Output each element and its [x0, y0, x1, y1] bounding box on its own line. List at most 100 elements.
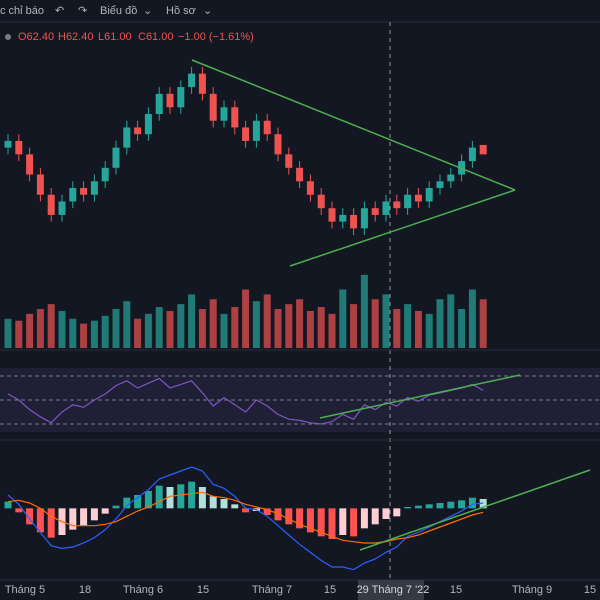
- volume-bar: [360, 274, 368, 348]
- candle-body: [425, 188, 433, 202]
- candle-body: [447, 174, 455, 182]
- x-tick-label: 29 Tháng 7 '22: [357, 584, 430, 596]
- candle-body: [15, 140, 23, 155]
- volume-bar: [285, 304, 293, 348]
- legend-value: O62.40: [18, 31, 54, 43]
- indicators-button[interactable]: c chỉ báo: [0, 5, 44, 17]
- volume-bar: [123, 301, 131, 348]
- status-dot: [5, 34, 11, 40]
- volume-bar: [414, 310, 422, 348]
- candle-body: [198, 73, 206, 94]
- macd-histogram-bar: [198, 487, 206, 509]
- macd-histogram-bar: [177, 484, 185, 509]
- volume-bar: [144, 313, 152, 348]
- macd-histogram-bar: [317, 508, 325, 537]
- volume-bar: [15, 320, 23, 348]
- candle-body: [285, 154, 293, 168]
- macd-histogram-bar: [155, 485, 163, 509]
- candle-body: [220, 107, 228, 121]
- candle-body: [274, 134, 282, 155]
- macd-histogram-bar: [447, 501, 455, 509]
- macd-histogram-bar: [26, 508, 34, 525]
- candle-body: [101, 167, 109, 182]
- trendline[interactable]: [191, 59, 516, 191]
- macd-histogram-bar: [123, 497, 131, 509]
- candle-body: [177, 87, 185, 108]
- candle-body: [393, 201, 401, 209]
- macd-histogram-bar: [15, 508, 23, 513]
- candle-body: [328, 208, 336, 222]
- macd-histogram-bar: [242, 508, 250, 513]
- profile-menu[interactable]: Hồ sơ: [166, 5, 196, 17]
- trendline[interactable]: [289, 189, 516, 267]
- volume-bar: [436, 299, 444, 348]
- volume-bar: [166, 310, 174, 348]
- x-tick-label: Tháng 7: [252, 584, 292, 596]
- redo[interactable]: ↷: [78, 5, 87, 17]
- macd-histogram-bar: [209, 496, 217, 509]
- volume-bar: [263, 294, 271, 348]
- macd-histogram-bar: [4, 501, 12, 509]
- volume-bar: [252, 301, 260, 348]
- candle-body: [144, 114, 152, 135]
- candle-body: [112, 147, 120, 168]
- volume-bar: [209, 299, 217, 348]
- volume-bar: [134, 318, 142, 348]
- macd-histogram-bar: [220, 499, 228, 509]
- macd-histogram-bar: [360, 508, 368, 529]
- volume-bar: [101, 315, 109, 348]
- candle-body: [155, 93, 163, 114]
- x-tick-label: Tháng 6: [123, 584, 163, 596]
- x-tick-label: Tháng 5: [5, 584, 45, 596]
- macd-histogram-bar: [393, 508, 401, 517]
- volume-bar: [177, 304, 185, 348]
- macd-histogram-bar: [80, 508, 88, 526]
- candle-body: [90, 181, 98, 195]
- legend-value: −1.00 (−1.61%): [178, 31, 254, 43]
- candle-body: [296, 167, 304, 182]
- trendline[interactable]: [319, 374, 521, 419]
- volume-bar: [231, 307, 239, 348]
- trendline[interactable]: [359, 469, 591, 551]
- x-tick-label: 15: [584, 584, 596, 596]
- volume-bar: [188, 294, 196, 348]
- volume-bar: [382, 294, 390, 348]
- x-tick-label: 18: [79, 584, 91, 596]
- macd-line: [7, 466, 484, 571]
- volume-bar: [296, 299, 304, 348]
- candle-body: [339, 214, 347, 222]
- macd-histogram-bar: [90, 508, 98, 521]
- candle-body: [263, 120, 271, 135]
- profile-menu-caret[interactable]: ⌄: [203, 5, 212, 17]
- macd-histogram-bar: [47, 508, 55, 538]
- volume-bar: [317, 307, 325, 348]
- macd-histogram-bar: [188, 481, 196, 509]
- candle-body: [188, 73, 196, 88]
- volume-bar: [155, 307, 163, 348]
- candle-body: [36, 174, 44, 195]
- macd-histogram-bar: [479, 499, 487, 509]
- candle-body: [306, 181, 314, 195]
- volume-bar: [198, 309, 206, 348]
- candle-body: [360, 208, 368, 229]
- volume-bar: [26, 313, 34, 348]
- macd-histogram-bar: [414, 505, 422, 509]
- macd-histogram-bar: [166, 487, 174, 509]
- volume-bar: [220, 313, 228, 348]
- chart-menu-caret[interactable]: ⌄: [143, 5, 152, 17]
- undo[interactable]: ↶: [55, 5, 64, 17]
- candle-body: [166, 93, 174, 108]
- legend-value: H62.40: [58, 31, 93, 43]
- legend-value: C61.00: [138, 31, 173, 43]
- x-tick-label: Tháng 9: [512, 584, 552, 596]
- macd-signal-line: [7, 491, 484, 544]
- macd-histogram-bar: [306, 508, 314, 533]
- volume-bar: [371, 299, 379, 348]
- candle-body: [123, 127, 131, 148]
- macd-histogram-bar: [112, 505, 120, 509]
- volume-bar: [112, 309, 120, 348]
- macd-histogram-bar: [263, 508, 271, 515]
- volume-bar: [4, 318, 12, 348]
- chart-menu[interactable]: Biểu đồ: [100, 5, 137, 17]
